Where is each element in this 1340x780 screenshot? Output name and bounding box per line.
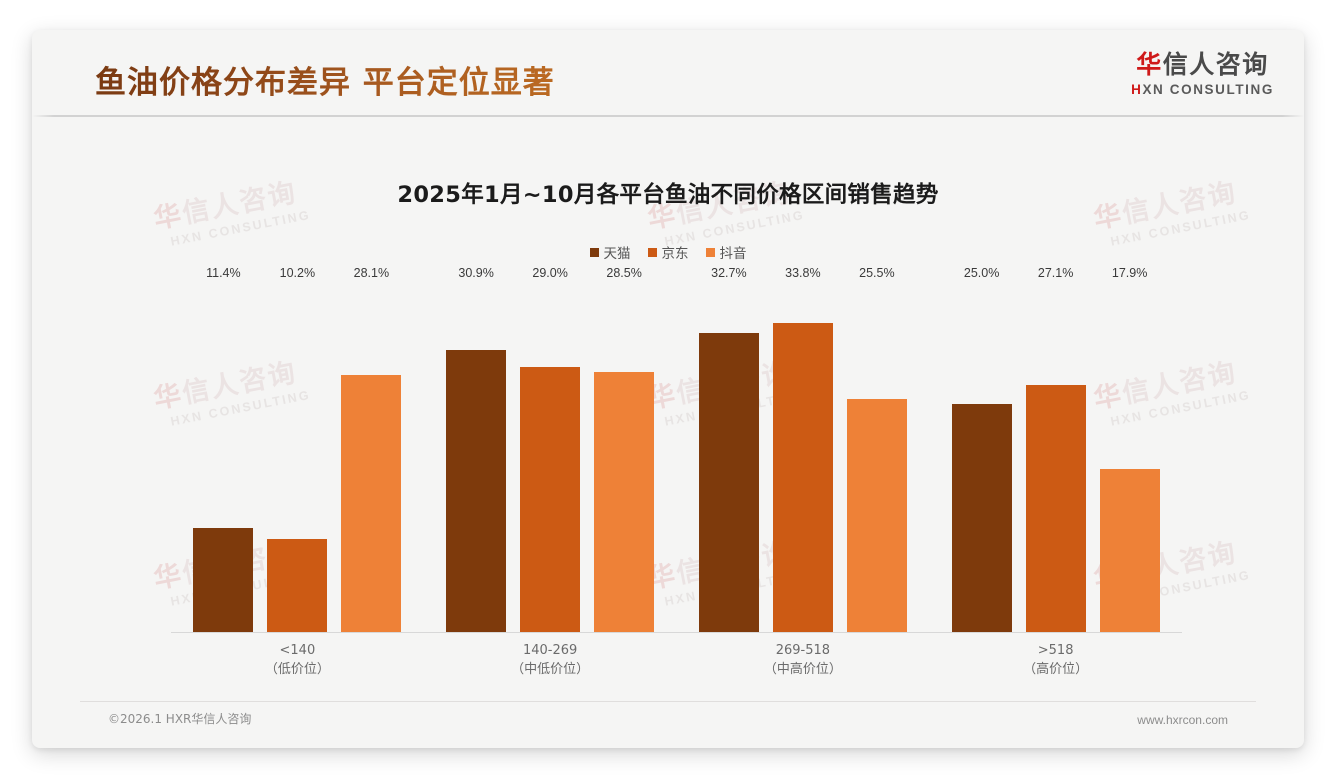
bar-group-1: 11.4% 10.2% 28.1%	[171, 266, 424, 632]
bar-group-3: 32.7% 33.8% 25.5%	[677, 266, 930, 632]
x-axis-tick-4: >518 （高价位）	[929, 642, 1182, 680]
bar-京东-269-518[interactable]: 33.8%	[772, 266, 833, 632]
brand-logo-cn-rest: 信人咨询	[1162, 50, 1269, 79]
bar-rect[interactable]	[1025, 384, 1086, 632]
bar-value-label: 33.8%	[785, 266, 821, 280]
bar-rect[interactable]	[1099, 468, 1160, 632]
brand-logo-en-h: H	[1131, 82, 1143, 97]
x-tick-sublabel: （高价位）	[1023, 661, 1089, 677]
chart-title: 2025年1月~10月各平台鱼油不同价格区间销售趋势	[397, 182, 939, 208]
legend-label: 天猫	[603, 246, 631, 262]
legend-swatch-icon	[647, 247, 657, 257]
bar-天猫-269-518[interactable]: 32.7%	[698, 266, 759, 632]
x-tick-sublabel: （中低价位）	[511, 661, 590, 677]
footer-divider	[80, 701, 1256, 702]
x-tick-range: 140-269	[522, 643, 578, 658]
legend-swatch-icon	[589, 247, 599, 257]
bar-value-label: 17.9%	[1111, 266, 1148, 280]
bar-rect[interactable]	[341, 375, 402, 632]
x-tick-range: <140	[279, 643, 316, 658]
bar-京东-140-269[interactable]: 29.0%	[520, 266, 581, 632]
slide-header: 鱼油价格分布差异 平台定位显著 华信人咨询 HXN CONSULTING	[32, 30, 1304, 118]
bar-京东-<140[interactable]: 10.2%	[267, 266, 328, 632]
bar-value-label: 25.5%	[859, 266, 895, 280]
brand-logo-en: HXN CONSULTING	[1131, 83, 1274, 97]
header-divider	[32, 115, 1304, 117]
bar-group-4: 25.0% 27.1% 17.9%	[929, 266, 1182, 632]
bar-group-2: 30.9% 29.0% 28.5%	[424, 266, 677, 632]
bar-value-label: 10.2%	[279, 266, 316, 280]
page-title: 鱼油价格分布差异 平台定位显著	[95, 57, 555, 102]
bar-天猫->518[interactable]: 25.0%	[951, 266, 1012, 632]
x-axis-tick-1: <140 （低价位）	[171, 642, 424, 680]
footer-copyright: ©2026.1 HXR华信人咨询	[108, 712, 252, 726]
bar-rect[interactable]	[267, 538, 328, 632]
bar-value-label: 29.0%	[532, 266, 568, 280]
legend-swatch-icon	[705, 247, 715, 257]
bar-抖音->518[interactable]: 17.9%	[1099, 266, 1160, 632]
brand-logo-en-rest: XN CONSULTING	[1142, 82, 1274, 97]
bar-rect[interactable]	[446, 349, 507, 632]
bar-抖音-269-518[interactable]: 25.5%	[846, 266, 907, 632]
x-tick-range: 269-518	[775, 643, 831, 658]
bar-rect[interactable]	[193, 527, 254, 632]
chart-plot-area: 11.4% 10.2% 28.1% 30.9% 29.0% 28.5% 32.7% 33.8%…	[171, 266, 1182, 632]
bar-rect[interactable]	[951, 403, 1012, 632]
bar-value-label: 32.7%	[711, 266, 747, 280]
legend-item-抖音[interactable]: 抖音	[705, 242, 747, 262]
bar-抖音-140-269[interactable]: 28.5%	[594, 266, 655, 632]
bar-value-label: 28.5%	[606, 266, 642, 280]
bar-天猫-140-269[interactable]: 30.9%	[446, 266, 507, 632]
brand-logo: 华信人咨询 HXN CONSULTING	[1131, 52, 1274, 97]
x-tick-range: >518	[1037, 643, 1074, 658]
bar-rect[interactable]	[772, 323, 833, 632]
legend-label: 京东	[661, 246, 689, 262]
legend-item-京东[interactable]: 京东	[647, 242, 689, 262]
bar-value-label: 11.4%	[206, 266, 241, 280]
brand-logo-cn-red: 华	[1136, 50, 1163, 79]
bar-value-label: 28.1%	[353, 266, 390, 280]
legend-label: 抖音	[719, 246, 747, 262]
x-tick-sublabel: （低价位）	[264, 661, 330, 677]
bar-rect[interactable]	[520, 367, 581, 632]
bar-天猫-<140[interactable]: 11.4%	[193, 266, 254, 632]
x-tick-sublabel: （中高价位）	[763, 661, 842, 677]
footer-website[interactable]: www.hxrcon.com	[1137, 713, 1228, 727]
bar-rect[interactable]	[698, 333, 759, 632]
chart-legend: 天猫 京东 抖音	[32, 242, 1304, 262]
x-axis-tick-3: 269-518 （中高价位）	[677, 642, 930, 680]
bar-value-label: 25.0%	[963, 266, 1000, 280]
bar-rect[interactable]	[594, 371, 655, 632]
x-axis-line	[171, 632, 1182, 633]
bar-value-label: 30.9%	[458, 266, 494, 280]
bar-rect[interactable]	[846, 399, 907, 632]
bar-抖音-<140[interactable]: 28.1%	[341, 266, 402, 632]
legend-item-天猫[interactable]: 天猫	[589, 242, 631, 262]
bar-value-label: 27.1%	[1037, 266, 1074, 280]
slide-card: 华信人咨询 HXN CONSULTING 华信人咨询 HXN CONSULTING 华信…	[32, 30, 1304, 748]
x-axis-tick-2: 140-269 （中低价位）	[424, 642, 677, 680]
brand-logo-cn: 华信人咨询	[1131, 52, 1274, 77]
bar-京东->518[interactable]: 27.1%	[1025, 266, 1086, 632]
